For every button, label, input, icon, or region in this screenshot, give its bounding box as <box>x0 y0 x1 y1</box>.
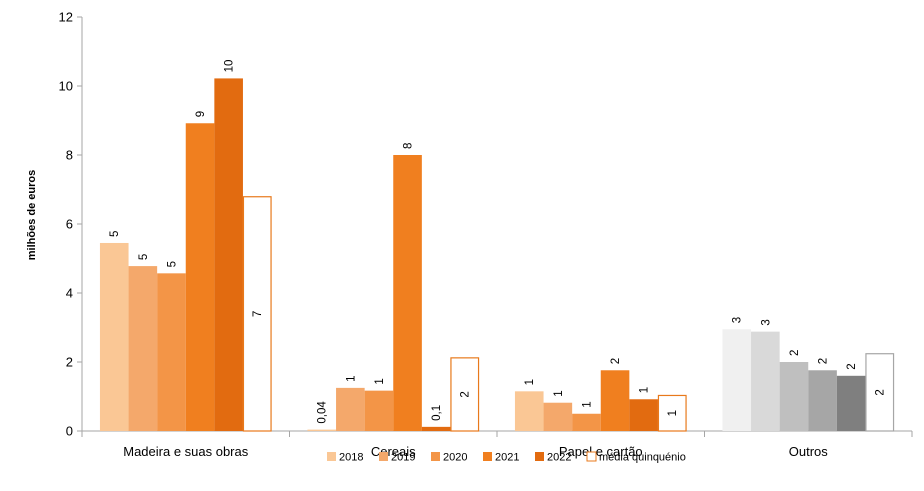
bar <box>657 394 687 432</box>
legend-label: 2022 <box>547 452 571 464</box>
y-tick-label: 12 <box>59 10 73 25</box>
legend-swatch <box>327 452 336 461</box>
legend-swatch <box>379 452 388 461</box>
y-tick-label: 6 <box>66 217 73 232</box>
bar <box>751 331 780 431</box>
legend-label: média quinquénio <box>599 452 686 464</box>
data-label: 0,1 <box>431 405 443 421</box>
data-label: 2 <box>460 391 472 397</box>
data-labels: 5 5 5 9 10 7 0,04 1 1 8 0,1 2 1 1 1 2 1 1 3 3 2 2 2 2 <box>109 60 887 424</box>
bar <box>722 329 752 431</box>
bar <box>364 390 394 431</box>
data-label: 5 <box>109 231 121 237</box>
legend-label: 2020 <box>443 452 467 464</box>
bar <box>543 402 573 431</box>
data-label: 1 <box>639 387 651 393</box>
data-label: 2 <box>846 363 858 369</box>
data-label: 1 <box>345 375 357 381</box>
bar <box>307 429 337 431</box>
bar <box>214 78 243 431</box>
y-tick-label: 2 <box>66 355 73 370</box>
data-label: 1 <box>667 410 679 416</box>
data-label: 2 <box>818 358 830 364</box>
bar <box>600 370 630 431</box>
bars <box>99 78 895 432</box>
y-tick-label: 8 <box>66 148 73 163</box>
data-label: 5 <box>138 254 150 260</box>
bar <box>836 375 866 431</box>
bar <box>572 413 601 431</box>
bar <box>99 242 129 431</box>
bar <box>128 266 158 431</box>
data-label: 8 <box>403 143 415 149</box>
data-label: 7 <box>252 311 264 317</box>
bar <box>393 155 422 431</box>
legend-label: 2019 <box>391 452 415 464</box>
y-tick-label: 0 <box>66 424 73 439</box>
data-label: 3 <box>732 317 744 323</box>
bar <box>629 399 658 431</box>
y-axis-label: milhões de euros <box>26 170 38 260</box>
data-label: 5 <box>166 261 178 267</box>
legend-swatch <box>586 451 597 462</box>
data-label: 2 <box>789 350 801 356</box>
data-label: 1 <box>374 378 386 384</box>
y-tick-label: 10 <box>59 79 73 94</box>
bar <box>242 196 272 432</box>
category-label: Madeira e suas obras <box>123 444 249 459</box>
data-label: 2 <box>610 358 622 364</box>
data-label: 10 <box>224 60 236 73</box>
bar <box>157 273 186 431</box>
data-label: 1 <box>581 401 593 407</box>
legend-swatch <box>535 452 544 461</box>
data-label: 1 <box>524 379 536 385</box>
legend-label: 2018 <box>339 452 363 464</box>
category-label: Outros <box>789 444 829 459</box>
legend-label: 2021 <box>495 452 519 464</box>
data-label: 0,04 <box>317 401 329 424</box>
category-label: Papel e cartão <box>559 444 643 459</box>
bar <box>779 362 809 431</box>
legend: 2018 2019 2020 2021 2022 média quinquénio <box>327 451 686 464</box>
bar <box>421 426 451 431</box>
y-tick-label: 4 <box>66 286 73 301</box>
data-label: 1 <box>553 390 565 396</box>
legend-swatch <box>431 452 440 461</box>
data-label: 2 <box>875 389 887 395</box>
data-label: 9 <box>195 111 207 117</box>
bar <box>865 353 895 432</box>
data-label: 3 <box>760 319 772 325</box>
bar <box>185 123 215 431</box>
bar <box>336 387 365 431</box>
legend-swatch <box>483 452 492 461</box>
bar <box>450 357 480 432</box>
bar <box>514 391 544 431</box>
bar <box>808 370 837 431</box>
